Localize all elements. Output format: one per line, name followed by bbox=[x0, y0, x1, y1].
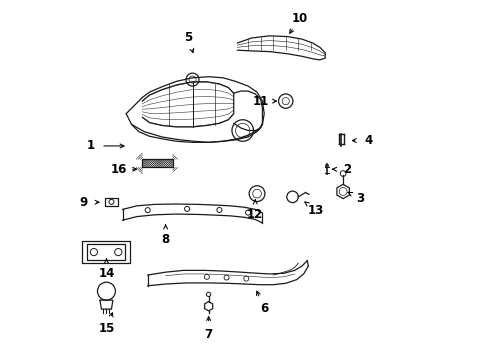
Text: 13: 13 bbox=[307, 204, 324, 217]
Text: 4: 4 bbox=[364, 134, 371, 147]
Text: 3: 3 bbox=[355, 192, 364, 205]
Text: 2: 2 bbox=[342, 163, 350, 176]
Text: 6: 6 bbox=[260, 302, 268, 315]
Text: 14: 14 bbox=[98, 267, 114, 280]
Text: 1: 1 bbox=[86, 139, 94, 152]
Text: 8: 8 bbox=[161, 233, 169, 246]
Text: 10: 10 bbox=[291, 12, 307, 25]
Text: 12: 12 bbox=[246, 208, 263, 221]
Text: 5: 5 bbox=[183, 31, 192, 44]
Text: 11: 11 bbox=[252, 95, 268, 108]
Text: 16: 16 bbox=[111, 163, 127, 176]
Text: 15: 15 bbox=[99, 322, 115, 335]
Text: 7: 7 bbox=[204, 328, 212, 341]
Text: 9: 9 bbox=[79, 196, 87, 209]
